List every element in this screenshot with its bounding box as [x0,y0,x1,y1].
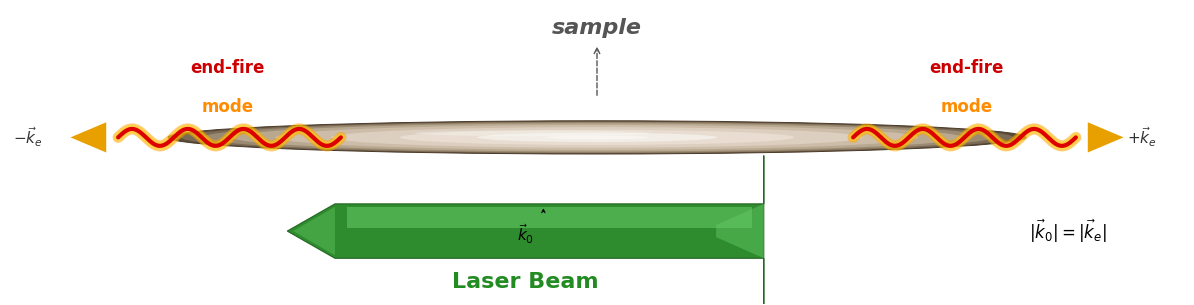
Text: $|\vec{k}_0|=|\vec{k}_e|$: $|\vec{k}_0|=|\vec{k}_e|$ [1028,217,1107,245]
Polygon shape [288,156,764,305]
Ellipse shape [476,133,718,142]
Text: $-\vec{k}_e$: $-\vec{k}_e$ [13,126,43,149]
Polygon shape [716,204,764,258]
Ellipse shape [203,122,991,153]
Ellipse shape [233,123,961,152]
Polygon shape [70,122,106,152]
Ellipse shape [400,130,794,145]
Ellipse shape [168,121,1026,154]
Ellipse shape [181,121,1013,153]
Ellipse shape [414,130,651,136]
Text: $\vec{k}_0$: $\vec{k}_0$ [517,222,534,246]
Text: mode: mode [940,98,992,116]
Text: mode: mode [202,98,254,116]
Text: end-fire: end-fire [191,59,265,77]
Text: end-fire: end-fire [929,59,1003,77]
Ellipse shape [546,135,648,139]
Ellipse shape [276,125,918,150]
Polygon shape [294,207,336,255]
Ellipse shape [331,127,863,148]
Text: $+\vec{k}_e$: $+\vec{k}_e$ [1127,126,1157,149]
Text: Laser Beam: Laser Beam [453,271,599,292]
Text: sample: sample [552,18,642,38]
Polygon shape [346,207,752,228]
Polygon shape [1088,122,1124,152]
